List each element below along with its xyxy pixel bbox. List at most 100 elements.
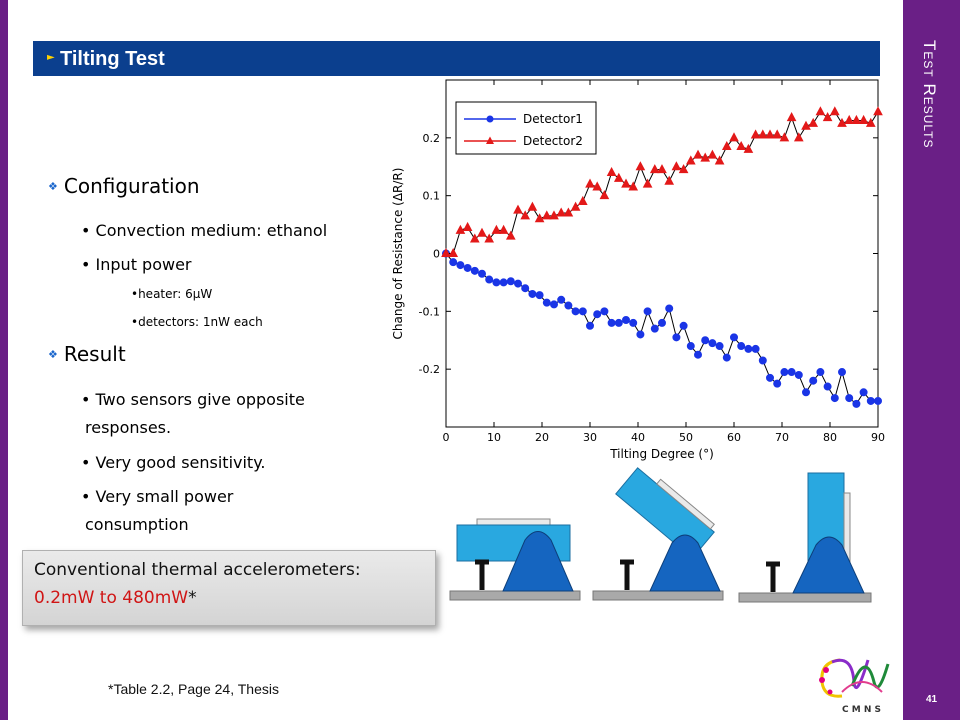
left-accent-bar	[0, 0, 8, 720]
data-point	[744, 344, 753, 353]
data-point	[642, 178, 653, 188]
data-point	[650, 324, 659, 333]
data-point	[665, 304, 674, 313]
data-point	[750, 129, 761, 139]
support-post	[766, 561, 780, 592]
tilt-diagram-0-deg	[449, 518, 581, 601]
y-tick-label: -0.2	[419, 363, 440, 376]
data-point	[779, 132, 790, 142]
data-point	[786, 112, 797, 122]
data-point	[505, 230, 516, 240]
data-point	[794, 370, 803, 379]
data-point	[815, 106, 826, 116]
right-side-panel	[903, 0, 960, 720]
data-point	[845, 394, 854, 403]
data-point	[492, 278, 501, 287]
x-tick-label: 80	[823, 431, 837, 444]
data-point	[448, 247, 459, 257]
data-point	[506, 277, 515, 286]
series-detector1	[442, 249, 882, 408]
chart-legend: Detector1 Detector2	[455, 101, 597, 155]
bullet-text: Very good sensitivity.	[95, 453, 266, 472]
page-number: 41	[925, 694, 938, 705]
data-point	[701, 336, 710, 345]
pivot-mount	[649, 534, 721, 592]
data-point	[586, 321, 594, 330]
data-point	[614, 318, 623, 327]
data-point	[527, 201, 538, 211]
data-point	[463, 263, 472, 272]
tilt-diagram-90-deg	[738, 472, 872, 603]
data-point	[520, 210, 531, 220]
data-point	[679, 321, 688, 330]
bullet-item: • Two sensors give opposite	[81, 390, 305, 409]
data-point	[456, 261, 465, 270]
data-point	[722, 353, 731, 362]
data-point	[830, 394, 839, 403]
tilting-chart: 0 10 20 30 40 50 60 70 80 90 -0.2 -0.1 0 0.1 0.2 Tiltin…	[391, 79, 885, 461]
data-point	[514, 279, 522, 288]
data-point	[593, 310, 602, 319]
data-point	[556, 207, 567, 217]
bullet-text: Input power	[95, 255, 192, 274]
data-point	[758, 356, 767, 365]
footnote: *Table 2.2, Page 24, Thesis	[108, 681, 279, 697]
data-point	[672, 333, 681, 342]
support-post	[620, 559, 634, 590]
sub-bullet-item: •detectors: 1nW each	[131, 315, 263, 329]
bullet-item: • Very small power	[81, 487, 234, 506]
data-point	[621, 178, 631, 188]
data-point	[700, 152, 711, 162]
section-title: Test Results	[903, 0, 960, 200]
title-bar: ► Tilting Test	[33, 41, 880, 76]
data-point	[708, 339, 717, 348]
data-point	[550, 300, 558, 309]
data-point	[557, 295, 566, 304]
data-point	[578, 307, 587, 316]
data-point	[715, 342, 724, 351]
legend-marker	[486, 136, 494, 144]
data-point	[743, 143, 754, 153]
support-post	[475, 559, 489, 590]
data-point	[599, 190, 610, 200]
configuration-heading-text: Configuration	[63, 174, 200, 198]
bullet-item: • Convection medium: ethanol	[81, 221, 328, 240]
x-tick-label: 90	[871, 431, 885, 444]
base-plate	[592, 590, 724, 601]
data-point	[837, 117, 847, 127]
data-point	[613, 172, 624, 182]
sub-bullet-text: heater: 6µW	[138, 287, 213, 301]
data-point	[622, 316, 630, 325]
data-point	[643, 307, 652, 316]
base-plate	[449, 590, 581, 601]
data-point	[678, 164, 689, 174]
title-bullet-icon: ►	[47, 52, 55, 63]
data-point	[772, 129, 783, 139]
data-point	[802, 388, 810, 397]
chart-series	[441, 106, 883, 408]
data-point	[441, 247, 451, 257]
data-point	[498, 224, 509, 234]
y-tick-label: -0.1	[419, 305, 440, 318]
data-point	[858, 114, 869, 124]
data-point	[606, 166, 617, 177]
data-point	[787, 368, 796, 377]
data-point	[780, 368, 789, 377]
data-point	[535, 291, 544, 300]
data-point	[528, 289, 537, 298]
data-point	[549, 210, 559, 220]
bullet-continuation: consumption	[85, 515, 189, 534]
data-point	[570, 201, 581, 211]
y-tick-label: 0.1	[423, 190, 441, 203]
callout-line-1: Conventional thermal accelerometers:	[34, 560, 361, 580]
data-point	[563, 207, 574, 217]
callout-line-2: 0.2mW to 480mW*	[34, 588, 197, 608]
data-point	[449, 258, 458, 267]
legend-label: Detector1	[523, 112, 583, 126]
diamond-bullet-icon: ❖	[48, 179, 58, 193]
bullet-text: Very small power	[95, 487, 234, 506]
data-point	[873, 106, 883, 116]
callout-box: Conventional thermal accelerometers: 0.2…	[22, 550, 436, 626]
legend-marker	[486, 115, 494, 123]
data-point	[822, 112, 833, 122]
